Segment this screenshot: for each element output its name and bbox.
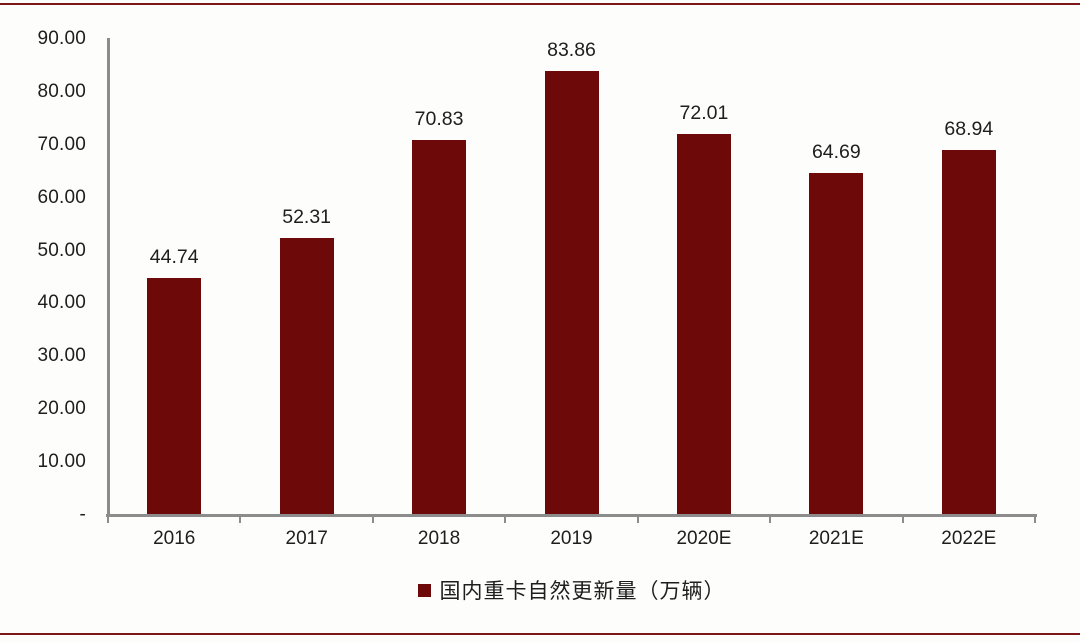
- y-axis-tick-label: 10.00: [37, 451, 86, 473]
- x-axis-label-2019: 2019: [550, 528, 593, 549]
- y-axis-line: [107, 38, 110, 517]
- x-axis-tick: [239, 514, 242, 523]
- bar-value-label-2022E: 68.94: [944, 118, 994, 141]
- y-axis-tick-label: 90.00: [37, 28, 86, 49]
- bar-2017: [279, 238, 334, 515]
- y-axis-tick-label: 80.00: [37, 80, 86, 102]
- x-axis-label-2017: 2017: [285, 528, 328, 549]
- bar-value-label-2017: 52.31: [282, 206, 332, 229]
- bar-value-label-2018: 70.83: [414, 108, 464, 131]
- x-axis-tick: [901, 514, 904, 523]
- x-axis-tick: [1034, 514, 1036, 523]
- bar-value-label-2021E: 64.69: [811, 140, 861, 163]
- x-axis-label-2016: 2016: [153, 528, 196, 549]
- bar-value-label-2019: 83.86: [547, 39, 596, 62]
- x-axis-tick: [636, 514, 639, 523]
- x-axis-tick: [769, 514, 772, 523]
- x-axis-tick: [371, 514, 374, 523]
- y-axis-tick-label: 70.00: [37, 133, 86, 155]
- x-axis-label-2018: 2018: [417, 528, 461, 549]
- y-axis-tick-label: 20.00: [37, 398, 86, 420]
- y-axis-tick-label: 40.00: [37, 292, 86, 314]
- x-axis-line: [106, 514, 1037, 517]
- bar-2021E: [809, 172, 864, 515]
- bar-value-label-2020E: 72.01: [679, 102, 729, 125]
- legend: 国内重卡自然更新量（万辆）: [108, 576, 1035, 604]
- bar-2019: [544, 71, 599, 515]
- legend-label: 国内重卡自然更新量（万辆）: [439, 579, 726, 603]
- y-axis-tick-label: -: [79, 504, 86, 525]
- bottom-border-line: [0, 633, 1080, 635]
- bar-2022E: [941, 150, 996, 515]
- legend-marker-icon: [417, 583, 431, 597]
- bar-2018: [412, 140, 467, 515]
- x-axis-tick: [504, 514, 507, 523]
- y-axis-tick-label: 30.00: [37, 345, 86, 367]
- top-border-line: [0, 3, 1080, 5]
- x-axis-label-2020E: 2020E: [676, 528, 732, 549]
- x-axis-label-2021E: 2021E: [808, 528, 864, 549]
- x-axis-tick: [107, 514, 109, 523]
- y-axis-tick-label: 50.00: [37, 239, 86, 261]
- y-axis-tick-label: 60.00: [37, 186, 86, 208]
- bar-value-label-2016: 44.74: [149, 246, 199, 269]
- bar-2016: [147, 278, 202, 515]
- x-axis-label-2022E: 2022E: [941, 528, 997, 549]
- bar-2020E: [676, 134, 731, 515]
